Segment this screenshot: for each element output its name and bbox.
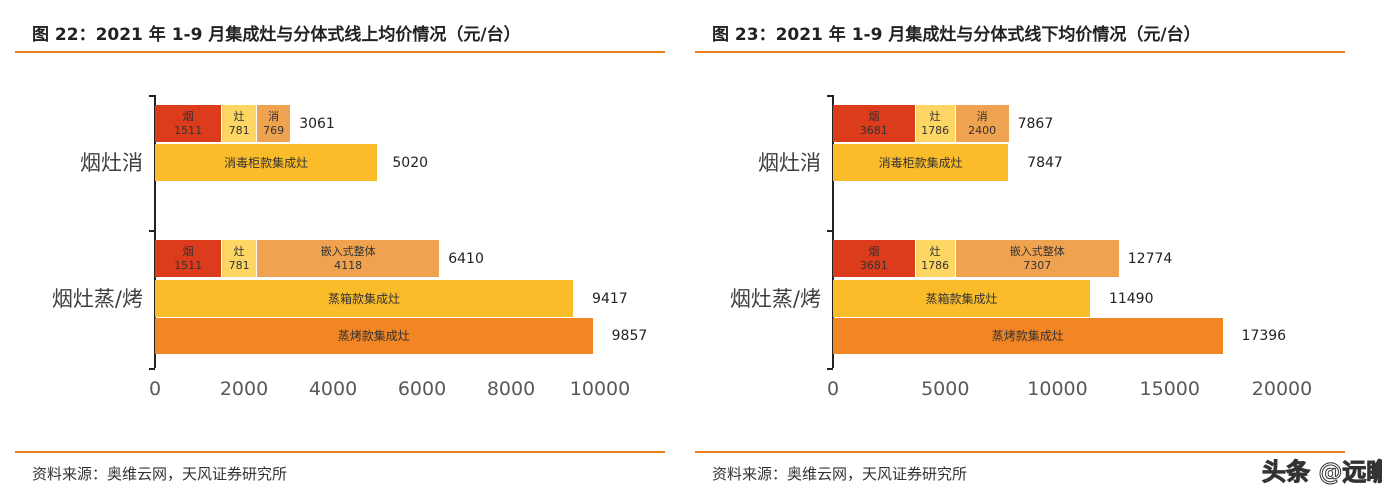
y-axis-tick [149,368,155,370]
segment-name: 灶 [929,244,941,258]
segment-value: 2400 [968,123,997,137]
bar-value-label: 9417 [592,290,628,307]
stacked-segment-消: 消 2400 [955,105,1010,142]
bar-value-label: 7847 [1027,154,1063,171]
bar-value-label: 17396 [1241,328,1287,344]
x-tick-label: 10000 [1027,378,1088,400]
stacked-segment-烟: 烟 1511 [155,105,223,142]
segment-value: 769 [263,123,285,137]
segment-name: 消 [976,109,988,123]
y-axis-line [154,95,156,368]
x-tick-label: 0 [148,378,162,400]
figure-title: 图 23：2021 年 1-9 月集成灶与分体式线下均价情况（元/台） [712,25,1201,45]
bar-value-label: 9857 [611,328,648,344]
source-divider [695,451,1345,453]
y-axis-line [832,95,834,368]
title-divider [695,51,1345,53]
bar-消毒柜款集成灶: 消毒柜款集成灶 [155,144,379,181]
x-tick-label: 5000 [921,378,970,400]
stacked-segment-嵌入式整体: 嵌入式整体 7307 [955,240,1120,277]
category-label: 烟灶消 [758,151,821,175]
bar-蒸箱款集成灶: 蒸箱款集成灶 [833,280,1091,317]
bar-name: 蒸箱款集成灶 [925,291,998,306]
x-tick-label: 2000 [219,378,269,400]
y-axis-tick [149,230,155,232]
segment-name: 嵌入式整体 [1009,244,1065,258]
y-axis-tick [827,230,833,232]
segment-name: 消 [268,109,280,123]
title-divider [15,51,665,53]
online-price-chart: 0 2000 4000 6000 8000 10000 烟灶消烟 1511 灶 781 消 769 30… [15,0,665,440]
watermark: 头条 @远瞻智库 [1261,458,1382,487]
segment-name: 灶 [233,109,245,123]
figure-23-panel: 图 23：2021 年 1-9 月集成灶与分体式线下均价情况（元/台） 0 500… [695,0,1345,503]
stacked-segment-烟: 烟 3681 [833,240,916,277]
stacked-total-label: 12774 [1127,250,1173,267]
figure-title: 图 22：2021 年 1-9 月集成灶与分体式线上均价情况（元/台） [32,25,521,45]
x-tick-label: 15000 [1139,378,1200,400]
segment-name: 烟 [868,244,880,258]
segment-value: 1786 [921,123,950,137]
segment-name: 烟 [182,109,194,123]
stacked-segment-消: 消 769 [256,105,292,142]
segment-name: 灶 [929,109,941,123]
x-tick-label: 6000 [397,378,447,400]
bar-蒸烤款集成灶: 蒸烤款集成灶 [155,318,594,354]
bar-value-label: 5020 [392,154,429,171]
stacked-segment-烟: 烟 3681 [833,105,916,142]
stacked-total-label: 7867 [1017,115,1054,132]
segment-value: 781 [228,123,250,137]
x-tick-label: 4000 [308,378,358,400]
x-tick-label: 20000 [1251,378,1313,400]
stacked-segment-灶: 灶 1786 [915,105,956,142]
stacked-segment-灶: 灶 781 [222,105,257,142]
bar-name: 消毒柜款集成灶 [224,155,309,170]
source-note: 资料来源：奥维云网，天风证券研究所 [712,465,968,483]
segment-value: 7307 [1023,258,1052,272]
segment-value: 3681 [859,123,888,137]
segment-name: 灶 [233,244,245,258]
segment-name: 烟 [868,109,880,123]
segment-name: 嵌入式整体 [320,244,376,258]
bar-name: 蒸烤款集成灶 [337,329,410,343]
segment-value: 1786 [921,258,950,272]
bar-name: 蒸烤款集成灶 [991,329,1064,343]
bar-消毒柜款集成灶: 消毒柜款集成灶 [833,144,1010,181]
stacked-total-label: 6410 [448,250,484,267]
y-axis-tick [827,368,833,370]
bar-蒸烤款集成灶: 蒸烤款集成灶 [833,318,1224,354]
y-axis-tick [149,95,155,97]
y-axis-tick [827,95,833,97]
offline-price-chart: 0 5000 10000 15000 20000 烟灶消烟 3681 灶 1786 消 2400 78… [695,0,1345,440]
source-divider [15,451,665,453]
stacked-segment-嵌入式整体: 嵌入式整体 4118 [256,240,441,277]
stacked-segment-灶: 灶 1786 [915,240,956,277]
x-tick-label: 10000 [569,378,631,400]
segment-value: 4118 [334,258,363,272]
figure-22-panel: 图 22：2021 年 1-9 月集成灶与分体式线上均价情况（元/台） 0 200… [15,0,665,503]
source-note: 资料来源：奥维云网，天风证券研究所 [32,465,288,483]
stacked-total-label: 3061 [299,115,335,132]
segment-value: 781 [228,258,250,272]
bar-蒸箱款集成灶: 蒸箱款集成灶 [155,280,575,317]
stacked-segment-烟: 烟 1511 [155,240,223,277]
category-label: 烟灶消 [80,151,143,175]
bar-value-label: 11490 [1108,290,1154,307]
x-tick-label: 8000 [486,378,536,400]
segment-value: 1511 [174,123,203,137]
segment-name: 烟 [182,244,194,258]
category-label: 烟灶蒸/烤 [729,287,821,311]
stacked-segment-灶: 灶 781 [222,240,257,277]
bar-name: 消毒柜款集成灶 [878,155,963,170]
category-label: 烟灶蒸/烤 [51,287,143,311]
bar-name: 蒸箱款集成灶 [328,291,401,306]
x-tick-label: 0 [826,378,840,400]
segment-value: 3681 [859,258,888,272]
segment-value: 1511 [174,258,203,272]
